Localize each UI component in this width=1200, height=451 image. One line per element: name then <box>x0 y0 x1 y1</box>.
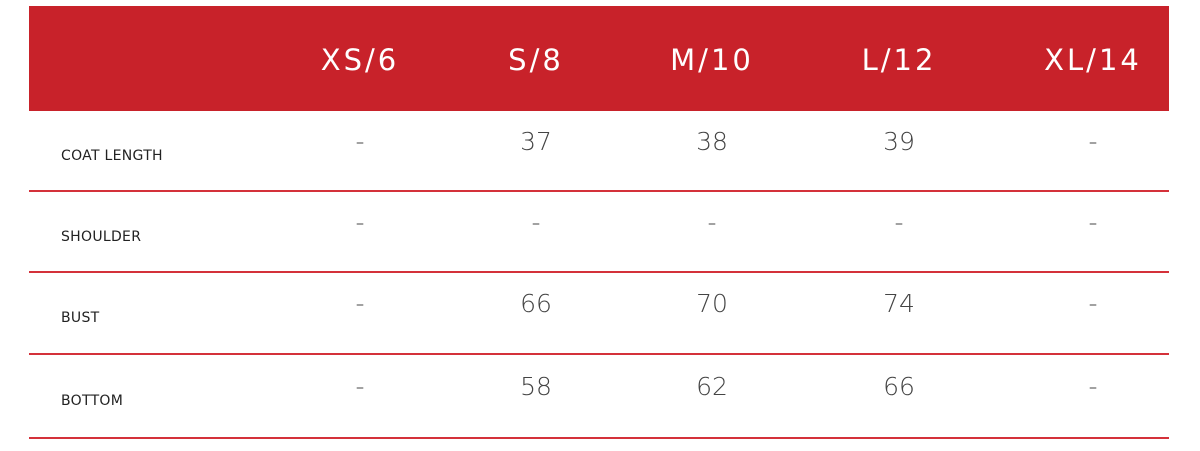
table-cell: - <box>1088 126 1098 156</box>
column-header: M/10 <box>670 43 754 77</box>
table-cell: 70 <box>696 289 728 318</box>
table-cell: - <box>355 289 365 318</box>
table-cell: 66 <box>883 372 915 401</box>
table-cell: 38 <box>696 126 728 156</box>
row-label: SHOULDER <box>61 228 142 245</box>
table-row: BUST - 66 70 74 - <box>29 273 1169 355</box>
table-row: BOTTOM - 58 62 66 - <box>29 355 1169 439</box>
table-cell: 74 <box>883 289 915 318</box>
table-cell: - <box>1088 289 1098 318</box>
table-cell: - <box>894 207 904 237</box>
row-label: BUST <box>61 310 100 326</box>
table-cell: - <box>355 207 365 237</box>
table-cell: - <box>707 207 717 237</box>
table-cell: 66 <box>520 289 552 318</box>
table-cell: - <box>531 207 541 237</box>
table-row: SHOULDER - - - - - <box>29 192 1169 273</box>
row-label: COAT LENGTH <box>61 147 163 164</box>
table-cell: - <box>355 126 365 156</box>
table-cell: - <box>355 372 365 401</box>
table-cell: 62 <box>696 372 728 401</box>
column-header: XL/14 <box>1044 43 1142 77</box>
table-cell: 58 <box>520 372 552 401</box>
table-cell: 37 <box>520 126 552 156</box>
column-header: L/12 <box>861 43 937 77</box>
row-label: BOTTOM <box>61 393 124 409</box>
column-header: S/8 <box>508 43 564 77</box>
table-row: COAT LENGTH - 37 38 39 - <box>29 111 1169 192</box>
table-cell: - <box>1088 372 1098 401</box>
table-header: XS/6 S/8 M/10 L/12 XL/14 <box>29 6 1169 111</box>
table-cell: - <box>1088 207 1098 237</box>
table-cell: 39 <box>883 126 915 156</box>
column-header: XS/6 <box>320 43 400 77</box>
